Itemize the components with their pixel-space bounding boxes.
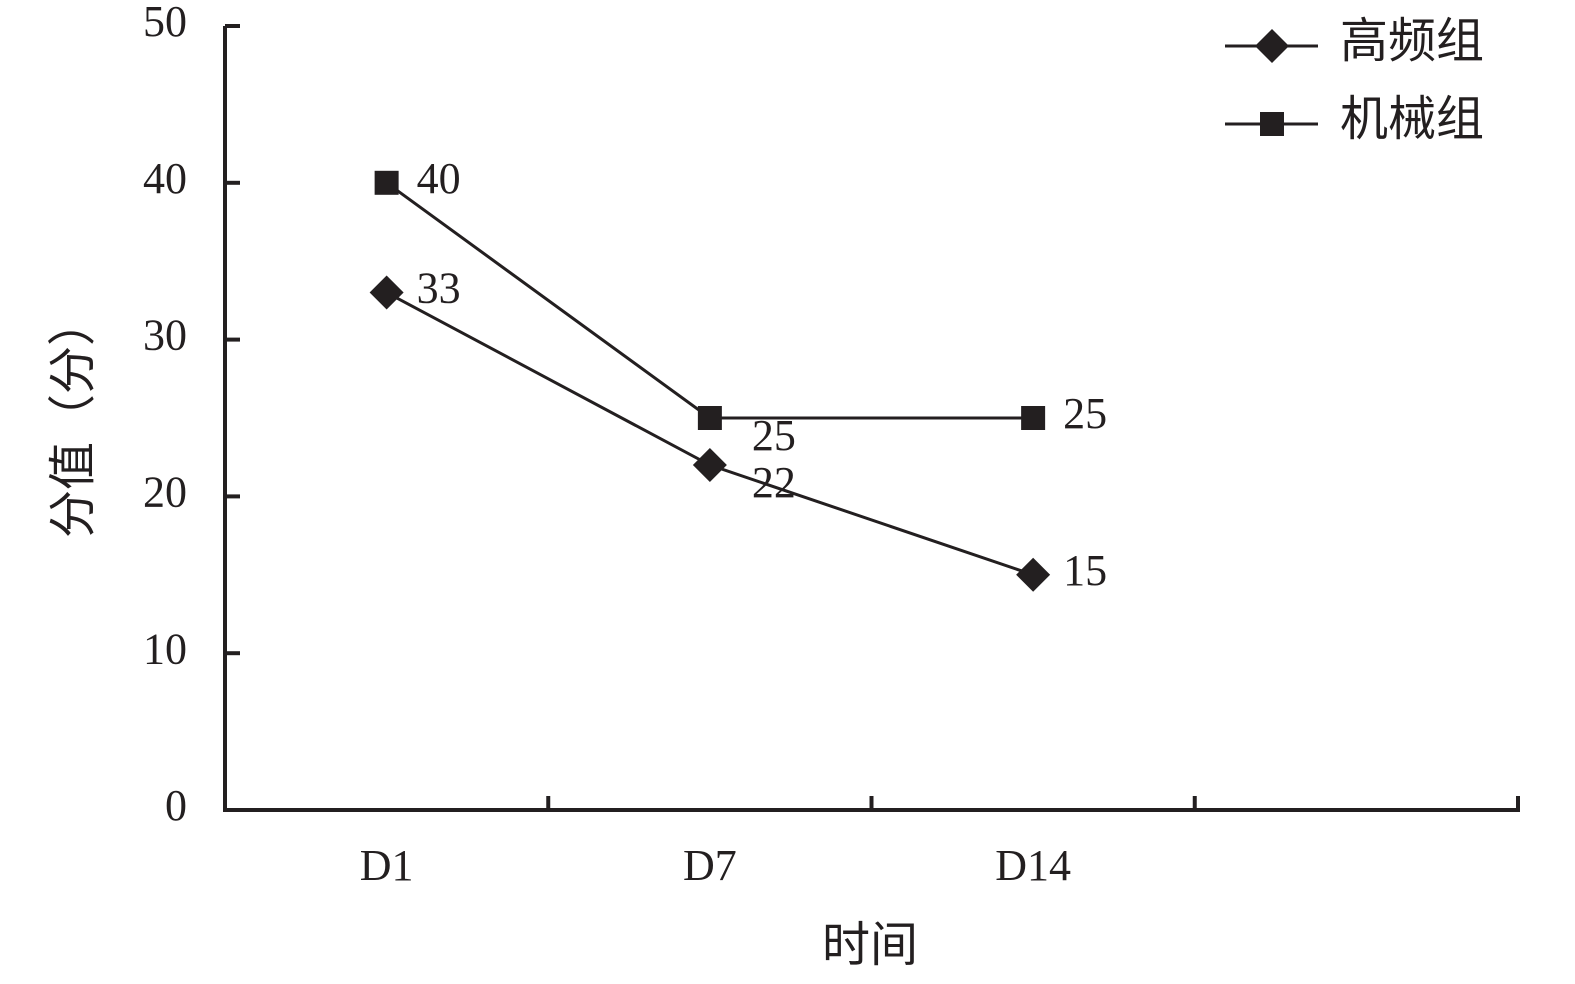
data-label: 25: [1063, 389, 1107, 438]
x-tick-label: D7: [683, 841, 737, 890]
x-tick-label: D1: [360, 841, 414, 890]
data-label: 33: [417, 264, 461, 313]
marker: [369, 275, 404, 310]
legend-marker: [1260, 112, 1284, 136]
series-line: [385, 181, 1034, 420]
marker: [692, 448, 727, 483]
legend-marker: [1255, 29, 1289, 63]
series-line: [385, 291, 1034, 577]
legend-label: 机械组: [1340, 93, 1484, 146]
marker: [697, 406, 722, 430]
marker: [1016, 557, 1051, 592]
data-label: 40: [417, 154, 461, 203]
data-label: 15: [1063, 546, 1107, 595]
marker: [1021, 406, 1046, 430]
legend-label: 高频组: [1340, 15, 1484, 68]
y-tick-label: 0: [165, 781, 187, 830]
marker: [374, 170, 399, 195]
x-tick-label: D14: [995, 841, 1071, 890]
y-tick-label: 30: [143, 311, 187, 360]
data-label: 25: [752, 411, 796, 460]
y-tick-label: 20: [143, 467, 187, 516]
y-axis-title: 分值（分）: [47, 298, 100, 538]
y-tick-label: 40: [143, 154, 187, 203]
x-axis-title: 时间: [822, 919, 918, 972]
y-tick-label: 10: [143, 624, 187, 673]
y-tick-label: 50: [143, 0, 187, 46]
data-label: 22: [752, 458, 796, 507]
